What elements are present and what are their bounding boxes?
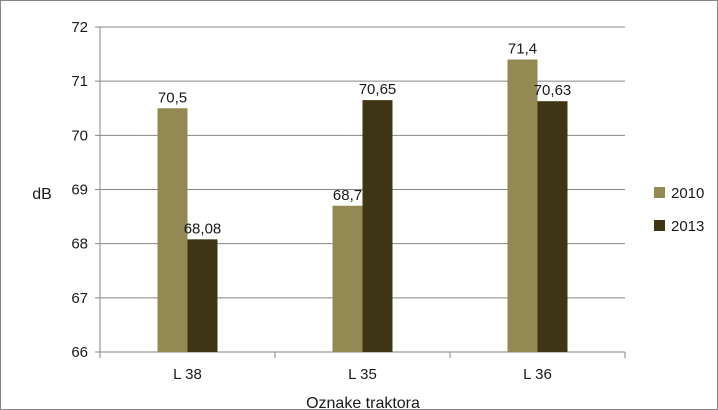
data-label: 68,7 [333,187,362,204]
y-tick-label: 71 [71,73,88,90]
x-tick-labels: L 38 L 35 L 36 [173,366,552,383]
y-tick-labels: 66 67 68 69 70 71 72 [71,19,88,361]
data-label: 68,08 [184,220,222,237]
y-tick-label: 70 [71,127,88,144]
bar-2010-L35 [332,205,363,352]
y-tick-label: 72 [71,19,88,36]
x-axis-title: Oznake traktora [306,395,420,410]
legend-label: 2013 [671,218,704,235]
data-label: 70,5 [158,89,187,106]
y-tick-label: 69 [71,182,88,199]
data-label: 70,65 [359,81,397,98]
data-labels: 70,5 68,08 68,7 70,65 71,4 70,63 [158,41,571,238]
y-tick-label: 67 [71,290,88,307]
y-tick-label: 68 [71,236,88,253]
legend-swatch [654,220,665,231]
x-tick-label: L 35 [348,366,377,383]
data-label: 71,4 [508,41,537,58]
bars [157,59,568,352]
bar-2013-L38 [187,239,218,352]
bar-2013-L35 [362,100,393,352]
legend-swatch [654,187,665,198]
data-label: 70,63 [534,82,572,99]
legend: 2010 2013 [654,185,704,235]
x-tick-label: L 38 [173,366,202,383]
bar-2013-L36 [537,101,568,352]
y-axis-title: dB [32,186,52,203]
x-tick-label: L 36 [523,366,552,383]
bar-2010-L38 [157,108,188,352]
y-tick-label: 66 [71,344,88,361]
legend-label: 2010 [671,185,704,202]
bar-2010-L36 [507,59,538,352]
